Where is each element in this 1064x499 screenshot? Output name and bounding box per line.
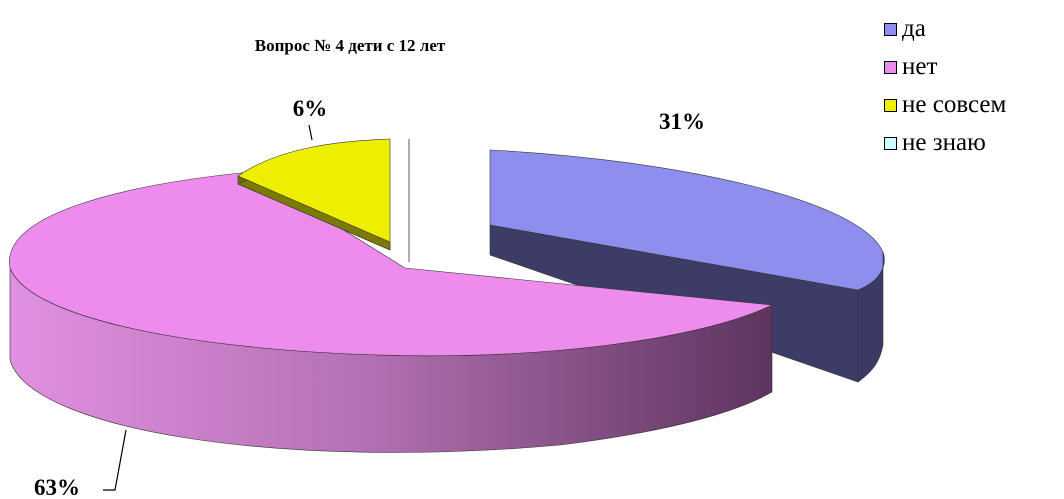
leader-line-net bbox=[103, 429, 127, 491]
chart-title: Вопрос № 4 дети с 12 лет bbox=[254, 36, 446, 55]
legend-swatch bbox=[884, 98, 897, 112]
legend-swatch bbox=[884, 136, 897, 150]
legend-label: нет bbox=[902, 53, 938, 80]
pie-slice-net bbox=[9, 171, 774, 357]
legend: да нет не совсем не знаю bbox=[884, 10, 1006, 162]
data-label-ne-sovsem: 6% bbox=[293, 96, 328, 121]
legend-label: не совсем bbox=[902, 91, 1007, 118]
pie-slice-da-rim bbox=[857, 251, 885, 383]
legend-swatch bbox=[884, 22, 897, 36]
legend-swatch bbox=[884, 60, 897, 74]
legend-item: не знаю bbox=[884, 124, 1006, 162]
legend-label: не знаю bbox=[902, 129, 986, 156]
legend-label: да bbox=[902, 15, 926, 42]
legend-item: не совсем bbox=[884, 86, 1006, 124]
leader-line-ne-sovsem bbox=[308, 124, 313, 141]
pie-slice-ne-sovsem bbox=[237, 138, 391, 243]
legend-item: да bbox=[884, 10, 1006, 48]
data-label-net: 63% bbox=[34, 475, 80, 499]
data-label-da: 31% bbox=[659, 109, 705, 134]
legend-item: нет bbox=[884, 48, 1006, 86]
